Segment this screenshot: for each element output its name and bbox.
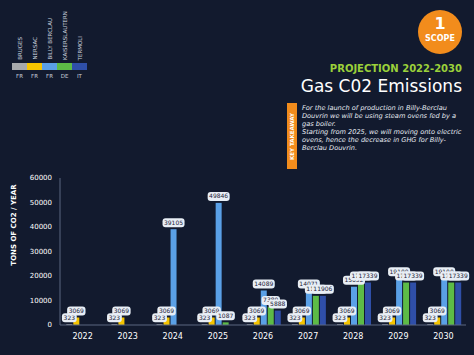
svg-text:2022: 2022: [72, 332, 92, 341]
svg-text:323: 323: [198, 313, 211, 321]
svg-text:323: 323: [63, 313, 75, 321]
svg-text:3069: 3069: [204, 307, 220, 314]
svg-text:30000: 30000: [30, 248, 52, 256]
html-text:1: 1: [434, 14, 446, 33]
svg-text:39105: 39105: [164, 219, 183, 226]
html-text:FR: FR: [46, 73, 53, 79]
svg-text:50000: 50000: [30, 199, 52, 207]
svg-text:14071: 14071: [299, 280, 319, 287]
svg-text:3069: 3069: [114, 307, 129, 314]
svg-text:17339: 17339: [358, 272, 377, 279]
html-text:BRUGES: BRUGES: [16, 37, 23, 60]
html-text:TONS OF CO2 / YEAR: TONS OF CO2 / YEAR: [10, 184, 18, 266]
svg-text:10000: 10000: [30, 297, 52, 305]
html-text:Starting from 2025, we will mo: Starting from 2025, we will moving onto …: [302, 128, 462, 152]
svg-text:0: 0: [48, 321, 52, 329]
svg-text:3069: 3069: [294, 307, 309, 314]
svg-text:323: 323: [424, 313, 436, 321]
svg-text:14089: 14089: [254, 280, 273, 287]
html-text:NERSAC: NERSAC: [31, 37, 38, 60]
svg-text:323: 323: [153, 313, 166, 321]
html-text:KEY TAKEAWAY: KEY TAKEAWAY: [289, 112, 295, 160]
html-text:SCOPE: SCOPE: [425, 34, 455, 43]
svg-text:17339: 17339: [449, 272, 468, 279]
html-text:FR: FR: [31, 73, 38, 79]
svg-text:3069: 3069: [159, 307, 174, 314]
svg-text:49846: 49846: [209, 192, 228, 199]
html-text:DE: DE: [60, 73, 69, 79]
svg-text:2024: 2024: [163, 332, 183, 341]
svg-text:2029: 2029: [388, 332, 408, 341]
html-text:FR: FR: [16, 73, 23, 79]
svg-text:323: 323: [379, 313, 391, 321]
svg-text:323: 323: [334, 313, 346, 321]
svg-text:2030: 2030: [433, 332, 453, 341]
svg-text:2023: 2023: [117, 332, 137, 341]
svg-text:2027: 2027: [298, 332, 318, 341]
svg-text:3069: 3069: [339, 307, 354, 314]
svg-text:323: 323: [244, 313, 256, 321]
svg-text:11906: 11906: [313, 285, 332, 292]
svg-text:20000: 20000: [30, 272, 52, 280]
svg-text:3069: 3069: [69, 307, 84, 314]
svg-text:3069: 3069: [249, 307, 264, 314]
html-text:BILLY BERCLAU: BILLY BERCLAU: [46, 18, 53, 60]
html-text:KAISERSLAUTERN: KAISERSLAUTERN: [61, 11, 68, 60]
svg-text:17339: 17339: [404, 272, 423, 279]
svg-text:3069: 3069: [430, 307, 445, 314]
svg-text:3069: 3069: [384, 307, 399, 314]
svg-text:60000: 60000: [30, 174, 52, 182]
html-text:Gas C02 Emissions: Gas C02 Emissions: [300, 76, 462, 96]
svg-text:2028: 2028: [343, 332, 363, 341]
html-text:For the launch of production i: For the launch of production in Billy-Be…: [302, 104, 456, 128]
svg-text:1087: 1087: [218, 312, 233, 319]
svg-text:2026: 2026: [253, 332, 273, 341]
svg-text:40000: 40000: [30, 223, 52, 231]
svg-text:2025: 2025: [208, 332, 228, 341]
html-text:TERMOLI: TERMOLI: [76, 35, 83, 60]
svg-text:323: 323: [108, 313, 121, 321]
html-text:IT: IT: [77, 73, 82, 79]
html-text:PROJECTION 2022-2030: PROJECTION 2022-2030: [329, 63, 462, 74]
svg-text:323: 323: [289, 313, 301, 321]
svg-text:5888: 5888: [270, 300, 285, 307]
